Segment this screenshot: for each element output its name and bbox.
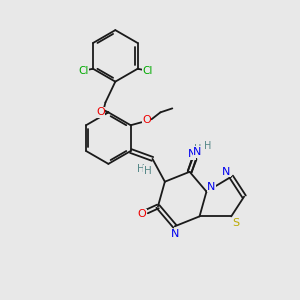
Text: N: N: [222, 167, 230, 177]
Text: O: O: [142, 115, 151, 125]
Text: Cl: Cl: [78, 66, 88, 76]
Text: H: H: [144, 166, 152, 176]
Text: H: H: [204, 141, 211, 151]
Text: O: O: [96, 107, 105, 117]
Text: N: N: [207, 182, 216, 192]
Text: N: N: [188, 149, 196, 159]
Text: N: N: [194, 147, 202, 157]
Text: S: S: [232, 218, 240, 228]
Text: Cl: Cl: [142, 66, 153, 76]
Text: N: N: [171, 229, 179, 239]
Text: H: H: [137, 164, 145, 174]
Text: O: O: [138, 209, 146, 219]
Text: H: H: [194, 144, 201, 154]
